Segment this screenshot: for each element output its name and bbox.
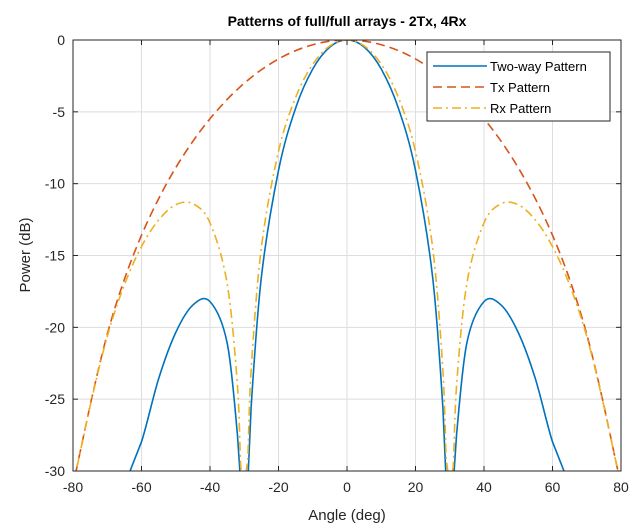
legend-label: Tx Pattern bbox=[490, 80, 550, 95]
y-tick-label: -20 bbox=[45, 319, 65, 335]
x-tick-label: -20 bbox=[268, 479, 288, 495]
legend-label: Rx Pattern bbox=[490, 101, 551, 116]
y-tick-label: -5 bbox=[53, 104, 66, 120]
x-tick-label: 80 bbox=[613, 479, 629, 495]
legend-box bbox=[426, 51, 611, 122]
y-tick-label: -10 bbox=[45, 176, 65, 192]
x-axis-label: Angle (deg) bbox=[308, 507, 386, 524]
x-tick-label: 0 bbox=[343, 479, 351, 495]
y-tick-label: -15 bbox=[45, 248, 65, 264]
y-tick-label: -30 bbox=[45, 463, 65, 479]
y-axis-label: Power (dB) bbox=[17, 217, 34, 292]
legend-label: Two-way Pattern bbox=[490, 59, 587, 74]
chart-title: Patterns of full/full arrays - 2Tx, 4Rx bbox=[228, 13, 467, 29]
series-lines bbox=[75, 40, 619, 471]
y-tick-label: 0 bbox=[57, 32, 65, 48]
x-tick-label: 60 bbox=[545, 479, 561, 495]
series-line-0 bbox=[129, 40, 565, 471]
x-tick-label: 40 bbox=[476, 479, 492, 495]
y-tick-label: -25 bbox=[45, 391, 65, 407]
ticks: -80 -60 -40 -20 0 20 40 60 80 0 -5 -10 -15 -20 -25 -30 bbox=[45, 32, 629, 495]
x-tick-label: -60 bbox=[131, 479, 151, 495]
series-line-1 bbox=[75, 40, 619, 471]
x-tick-label: 20 bbox=[408, 479, 424, 495]
x-tick-label: -80 bbox=[63, 479, 83, 495]
x-tick-label: -40 bbox=[200, 479, 220, 495]
legend: Two-way Pattern Tx Pattern Rx Pattern bbox=[426, 51, 611, 122]
